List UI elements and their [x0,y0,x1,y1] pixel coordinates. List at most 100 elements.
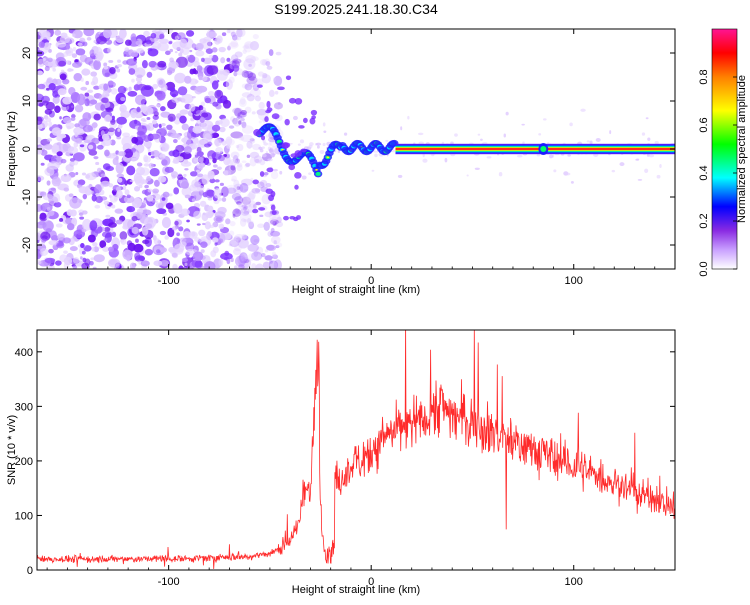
noise-blob [199,116,205,123]
noise-blob [115,219,123,225]
noise-blob [79,37,86,43]
noise-blob [89,99,98,105]
noise-blob [232,64,240,72]
faint-speckle [656,174,661,179]
spectrogram-y-tick-label: 0 [21,146,33,152]
noise-blob [234,107,242,117]
noise-blob [226,187,237,194]
noise-blob [240,117,245,122]
noise-blob [236,186,241,190]
noise-blob [229,158,238,166]
noise-blob [184,194,191,199]
noise-blob [226,258,231,265]
noise-blob [250,177,254,182]
noise-blob [225,218,231,225]
noise-blob [52,95,60,105]
noise-blob [191,198,196,202]
noise-blob [71,33,76,38]
noise-blob [246,193,255,202]
noise-blob [242,49,247,54]
noise-blob [240,205,245,211]
noise-blob [78,199,83,204]
noise-blob [230,257,234,263]
noise-blob [244,188,249,192]
noise-blob [104,72,110,77]
noise-blob [254,188,261,193]
transition-side-blob [288,97,297,104]
faint-speckle [498,172,503,177]
noise-blob [230,31,236,38]
noise-blob [271,251,277,257]
noise-blob [82,210,88,215]
noise-blob [102,90,110,98]
noise-blob [217,206,227,215]
noise-blob [243,72,248,78]
noise-blob [39,248,49,256]
noise-blob [230,54,239,63]
noise-blob [194,181,202,188]
noise-blob [157,175,167,183]
noise-blob [152,150,160,158]
noise-blob [73,141,79,148]
noise-blob [177,174,184,180]
noise-blob [238,261,249,269]
noise-blob [238,120,242,125]
steady-tone-band [395,148,675,150]
noise-blob [188,103,196,112]
noise-blob [129,179,135,183]
noise-blob [202,57,213,65]
noise-blob [127,90,138,97]
noise-blob [186,55,190,58]
noise-blob [207,205,214,213]
snr-x-tick-label: -100 [158,576,180,588]
faint-speckle [595,138,601,142]
faint-speckle [611,169,616,173]
noise-blob [108,183,114,188]
snr-series-line [37,330,675,570]
noise-blob [103,62,108,67]
faint-speckle [301,175,307,180]
noise-blob [84,92,90,97]
noise-blob [196,151,204,157]
noise-blob [264,255,273,261]
noise-blob [92,76,99,85]
noise-blob [56,241,65,249]
spectrogram-y-axis-label: Frequency (Hz) [6,111,18,187]
noise-blob [189,49,193,53]
noise-blob [174,35,180,41]
noise-blob [37,260,42,265]
noise-blob [179,109,189,115]
noise-blob [246,86,253,91]
noise-blob [274,90,279,95]
noise-blob [251,251,263,261]
noise-blob [241,121,247,129]
faint-speckle [400,126,403,131]
noise-blob [116,190,123,199]
noise-blob [165,202,174,210]
noise-blob [236,36,242,41]
noise-blob [93,113,101,121]
noise-blob [228,165,236,171]
noise-blob [232,208,242,217]
noise-blob [170,133,180,139]
noise-blob [131,215,138,222]
noise-blob [85,172,97,181]
noise-blob [170,61,179,69]
noise-blob [84,98,90,107]
faint-speckle [637,178,643,181]
noise-blob [180,208,190,216]
noise-blob [134,175,145,187]
noise-blob [259,214,264,218]
noise-blob [241,125,254,134]
noise-blob [126,194,131,199]
noise-blob [235,144,240,149]
noise-blob [162,191,170,198]
noise-blob [229,60,237,67]
noise-blob [126,206,136,213]
noise-blob [227,45,231,51]
noise-blob [86,36,92,41]
faint-speckle [619,162,625,167]
noise-blob [46,138,52,142]
noise-blob [264,249,269,253]
faint-speckle [569,122,573,127]
